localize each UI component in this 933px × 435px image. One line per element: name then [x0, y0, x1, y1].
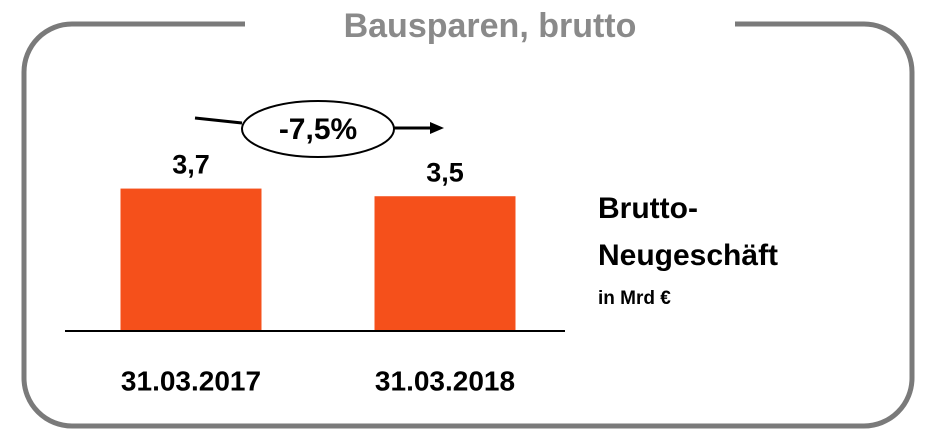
value-label: 3,7 — [172, 150, 210, 180]
unit-label: in Mrd € — [598, 288, 671, 309]
value-label: 3,5 — [426, 157, 464, 187]
arrow-head — [430, 122, 444, 134]
annotation-ellipse — [241, 100, 395, 158]
chart-title: Bausparen, brutto — [344, 7, 637, 45]
x-tick-label: 31.03.2017 — [121, 365, 261, 396]
side-label: Brutto- — [598, 192, 698, 225]
bar — [120, 188, 262, 330]
side-label: Neugeschäft — [598, 239, 778, 272]
x-tick-label: 31.03.2018 — [375, 365, 515, 396]
arrow-line — [194, 116, 243, 125]
title-gap — [245, 8, 735, 42]
bar — [374, 196, 516, 330]
annotation: -7,5% — [279, 113, 357, 146]
